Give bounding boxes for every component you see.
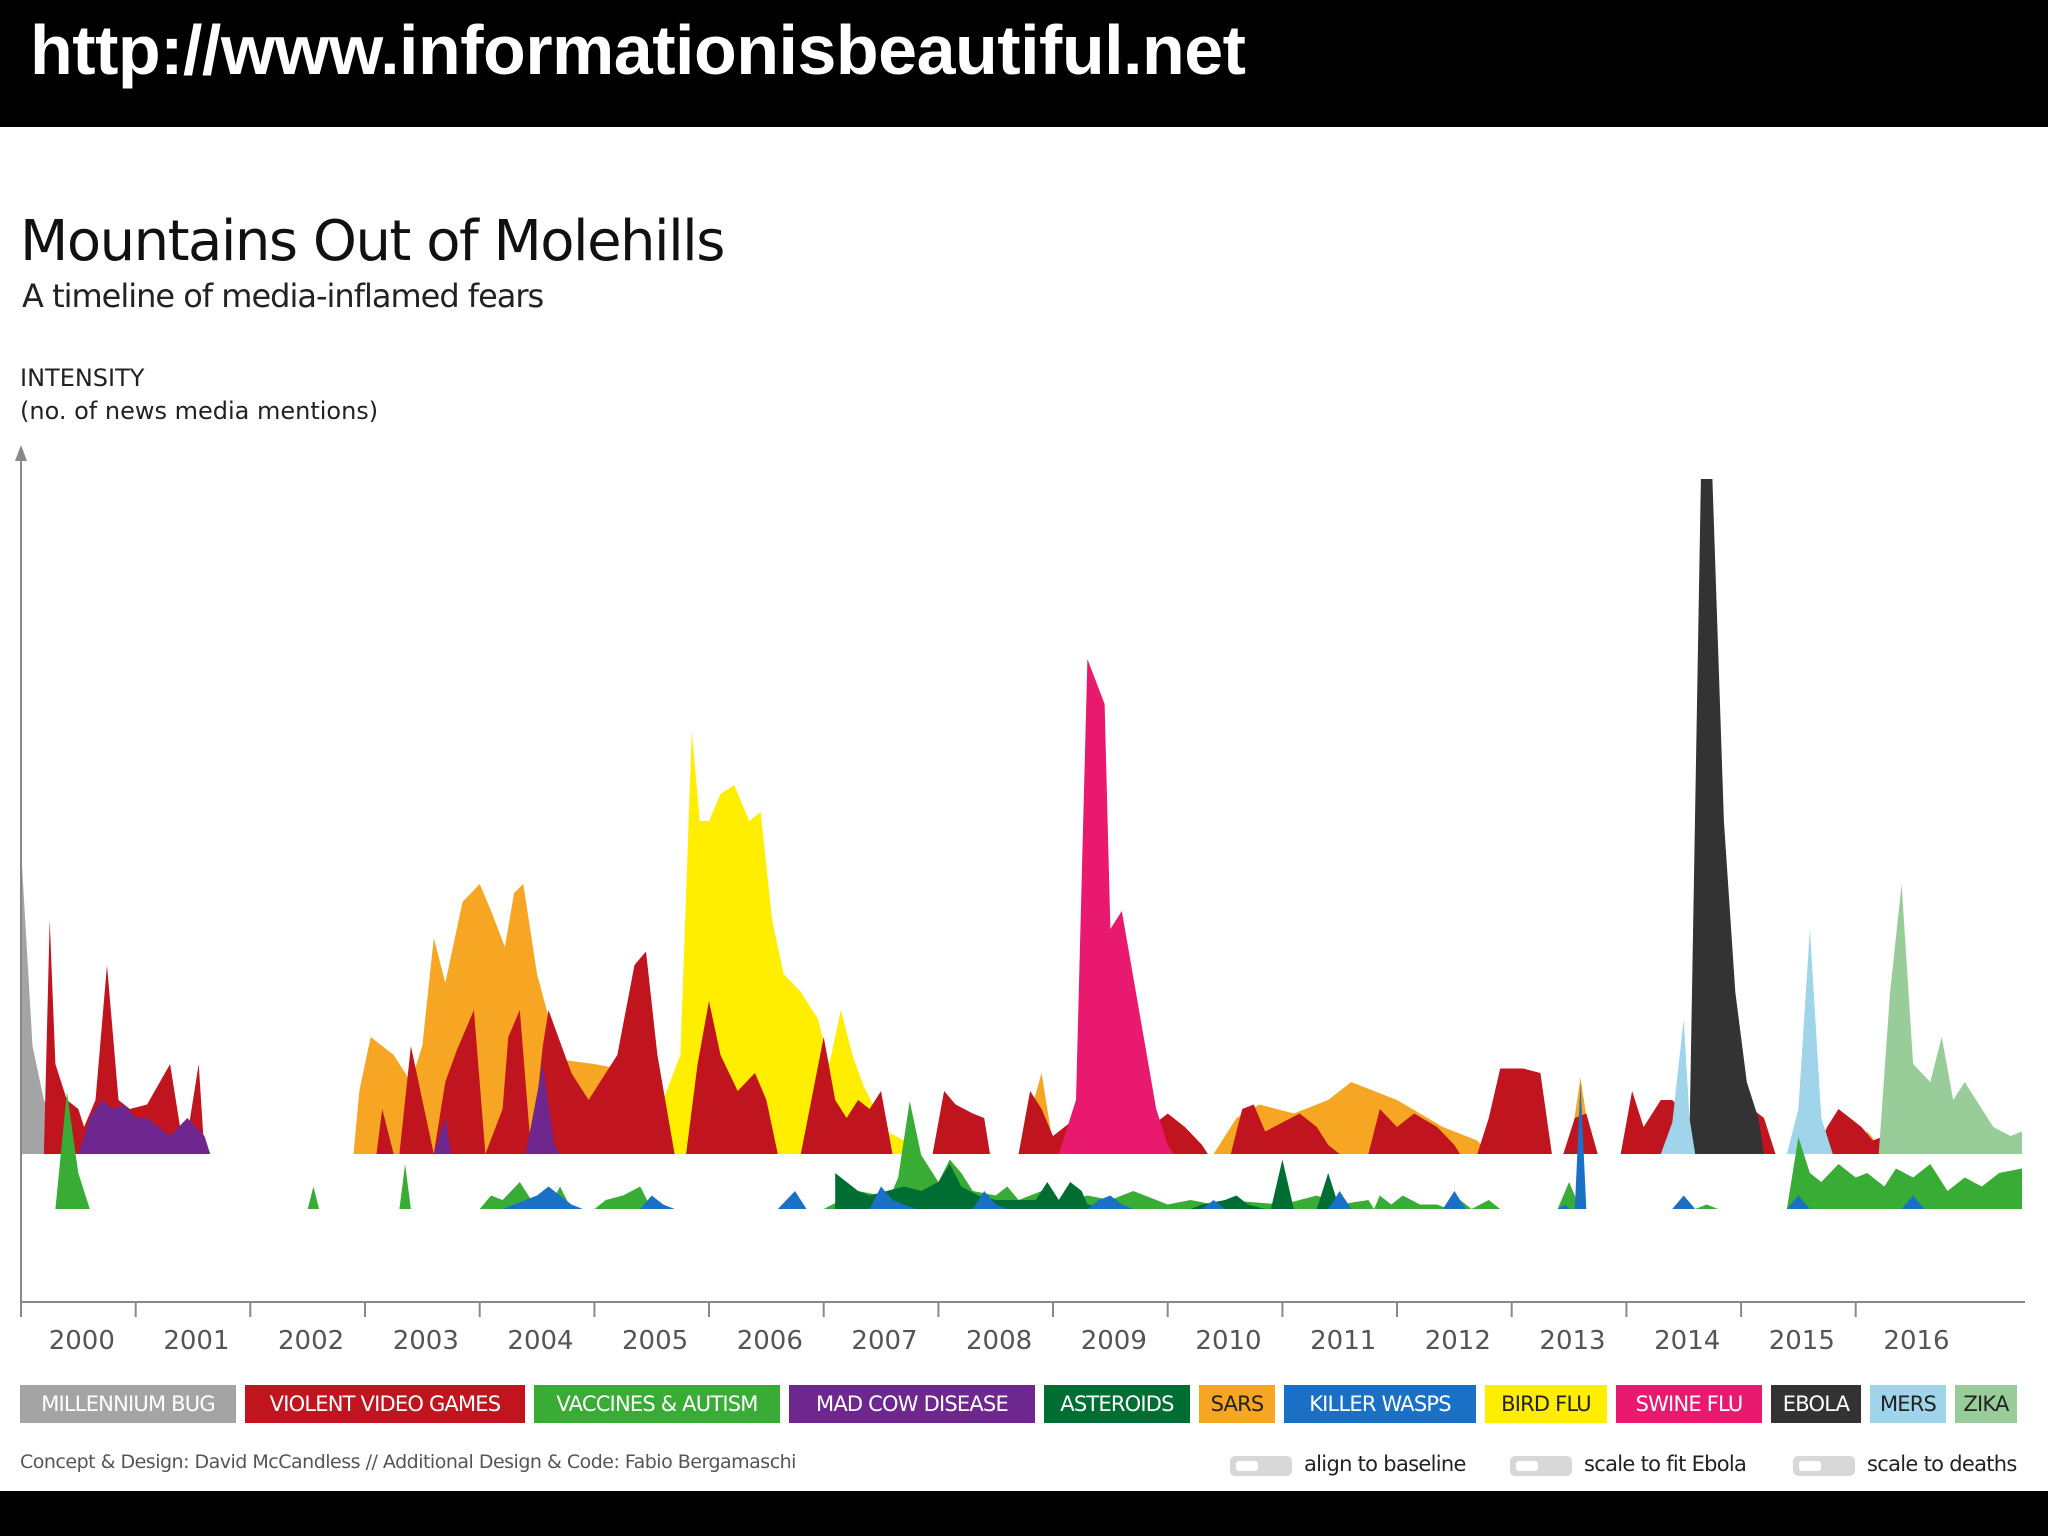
x-tick-label: 2005 — [622, 1326, 688, 1356]
series-mers[interactable] — [1660, 929, 1833, 1154]
y-axis-arrow-icon — [15, 445, 27, 461]
legend-killer-wasps[interactable]: KILLER WASPS — [1284, 1385, 1476, 1423]
source-url: http://www.informationisbeautiful.net — [30, 11, 1246, 89]
x-tick-label: 2006 — [737, 1326, 803, 1356]
toggle-switch[interactable] — [1510, 1456, 1572, 1476]
x-tick-label: 2015 — [1769, 1326, 1835, 1356]
series-millennium-bug[interactable] — [21, 848, 96, 1154]
series-violent-video-games[interactable] — [43, 920, 1936, 1154]
series-ebola[interactable] — [1683, 479, 1764, 1154]
x-tick-label: 2002 — [278, 1326, 344, 1356]
legend-swine-flu[interactable]: SWINE FLU — [1616, 1385, 1762, 1423]
source-banner: http://www.informationisbeautiful.net — [0, 0, 2048, 127]
credits: Concept & Design: David McCandless // Ad… — [20, 1451, 796, 1473]
series-swine-flu[interactable] — [1058, 659, 1174, 1154]
legend-asteroids[interactable]: ASTEROIDS — [1044, 1385, 1190, 1423]
x-tick-label: 2009 — [1081, 1326, 1147, 1356]
legend-violent-video-games[interactable]: VIOLENT VIDEO GAMES — [245, 1385, 525, 1423]
x-tick-label: 2003 — [393, 1326, 459, 1356]
legend-millennium-bug[interactable]: MILLENNIUM BUG — [20, 1385, 236, 1423]
legend-mad-cow-disease[interactable]: MAD COW DISEASE — [789, 1385, 1035, 1423]
series-vaccines-and-autism[interactable] — [55, 1092, 2022, 1209]
toggle-label: align to baseline — [1304, 1452, 1466, 1476]
x-tick-label: 2012 — [1425, 1326, 1491, 1356]
x-tick-label: 2011 — [1310, 1326, 1376, 1356]
legend-bird-flu[interactable]: BIRD FLU — [1485, 1385, 1607, 1423]
legend-sars[interactable]: SARS — [1199, 1385, 1275, 1423]
series-asteroids[interactable] — [835, 1159, 1340, 1210]
x-tick-label: 2007 — [851, 1326, 917, 1356]
legend: MILLENNIUM BUG VIOLENT VIDEO GAMES VACCI… — [20, 1385, 2030, 1423]
x-tick-label: 2013 — [1539, 1326, 1605, 1356]
series-bird-flu[interactable] — [651, 731, 922, 1154]
y-axis-sublabel: (no. of news media mentions) — [20, 397, 379, 425]
x-tick-label: 2008 — [966, 1326, 1032, 1356]
series-zika[interactable] — [1878, 884, 2022, 1154]
x-tick-label: 2010 — [1195, 1326, 1261, 1356]
series-layer — [21, 479, 2022, 1209]
legend-vaccines-autism[interactable]: VACCINES & AUTISM — [534, 1385, 780, 1423]
x-tick-label: 2000 — [49, 1326, 115, 1356]
toggle-switch[interactable] — [1230, 1456, 1292, 1476]
chart-panel: 2000 2001 2002 2003 2004 2005 2006 2007 2008 2009… — [0, 127, 2048, 1491]
toggle-label: scale to fit Ebola — [1584, 1452, 1747, 1476]
legend-zika[interactable]: ZIKA — [1955, 1385, 2017, 1423]
legend-ebola[interactable]: EBOLA — [1771, 1385, 1861, 1423]
x-tick-label: 2001 — [163, 1326, 229, 1356]
series-mad-cow-disease[interactable] — [78, 1064, 561, 1154]
toggle-label: scale to deaths — [1867, 1452, 2017, 1476]
chart-subtitle: A timeline of media-inflamed fears — [22, 277, 544, 315]
fears-area-chart: 2000 2001 2002 2003 2004 2005 2006 2007 2008 2009… — [15, 445, 2025, 1356]
x-tick-label: 2014 — [1654, 1326, 1720, 1356]
y-axis-label: INTENSITY — [20, 364, 145, 392]
x-tick-label: 2016 — [1883, 1326, 1949, 1356]
x-tick-label: 2004 — [507, 1326, 573, 1356]
toggle-switch[interactable] — [1793, 1456, 1855, 1476]
legend-mers[interactable]: MERS — [1870, 1385, 1946, 1423]
axis-layer: 2000 2001 2002 2003 2004 2005 2006 2007 2008 2009… — [15, 445, 2025, 1356]
chart-title: Mountains Out of Molehills — [20, 209, 725, 274]
